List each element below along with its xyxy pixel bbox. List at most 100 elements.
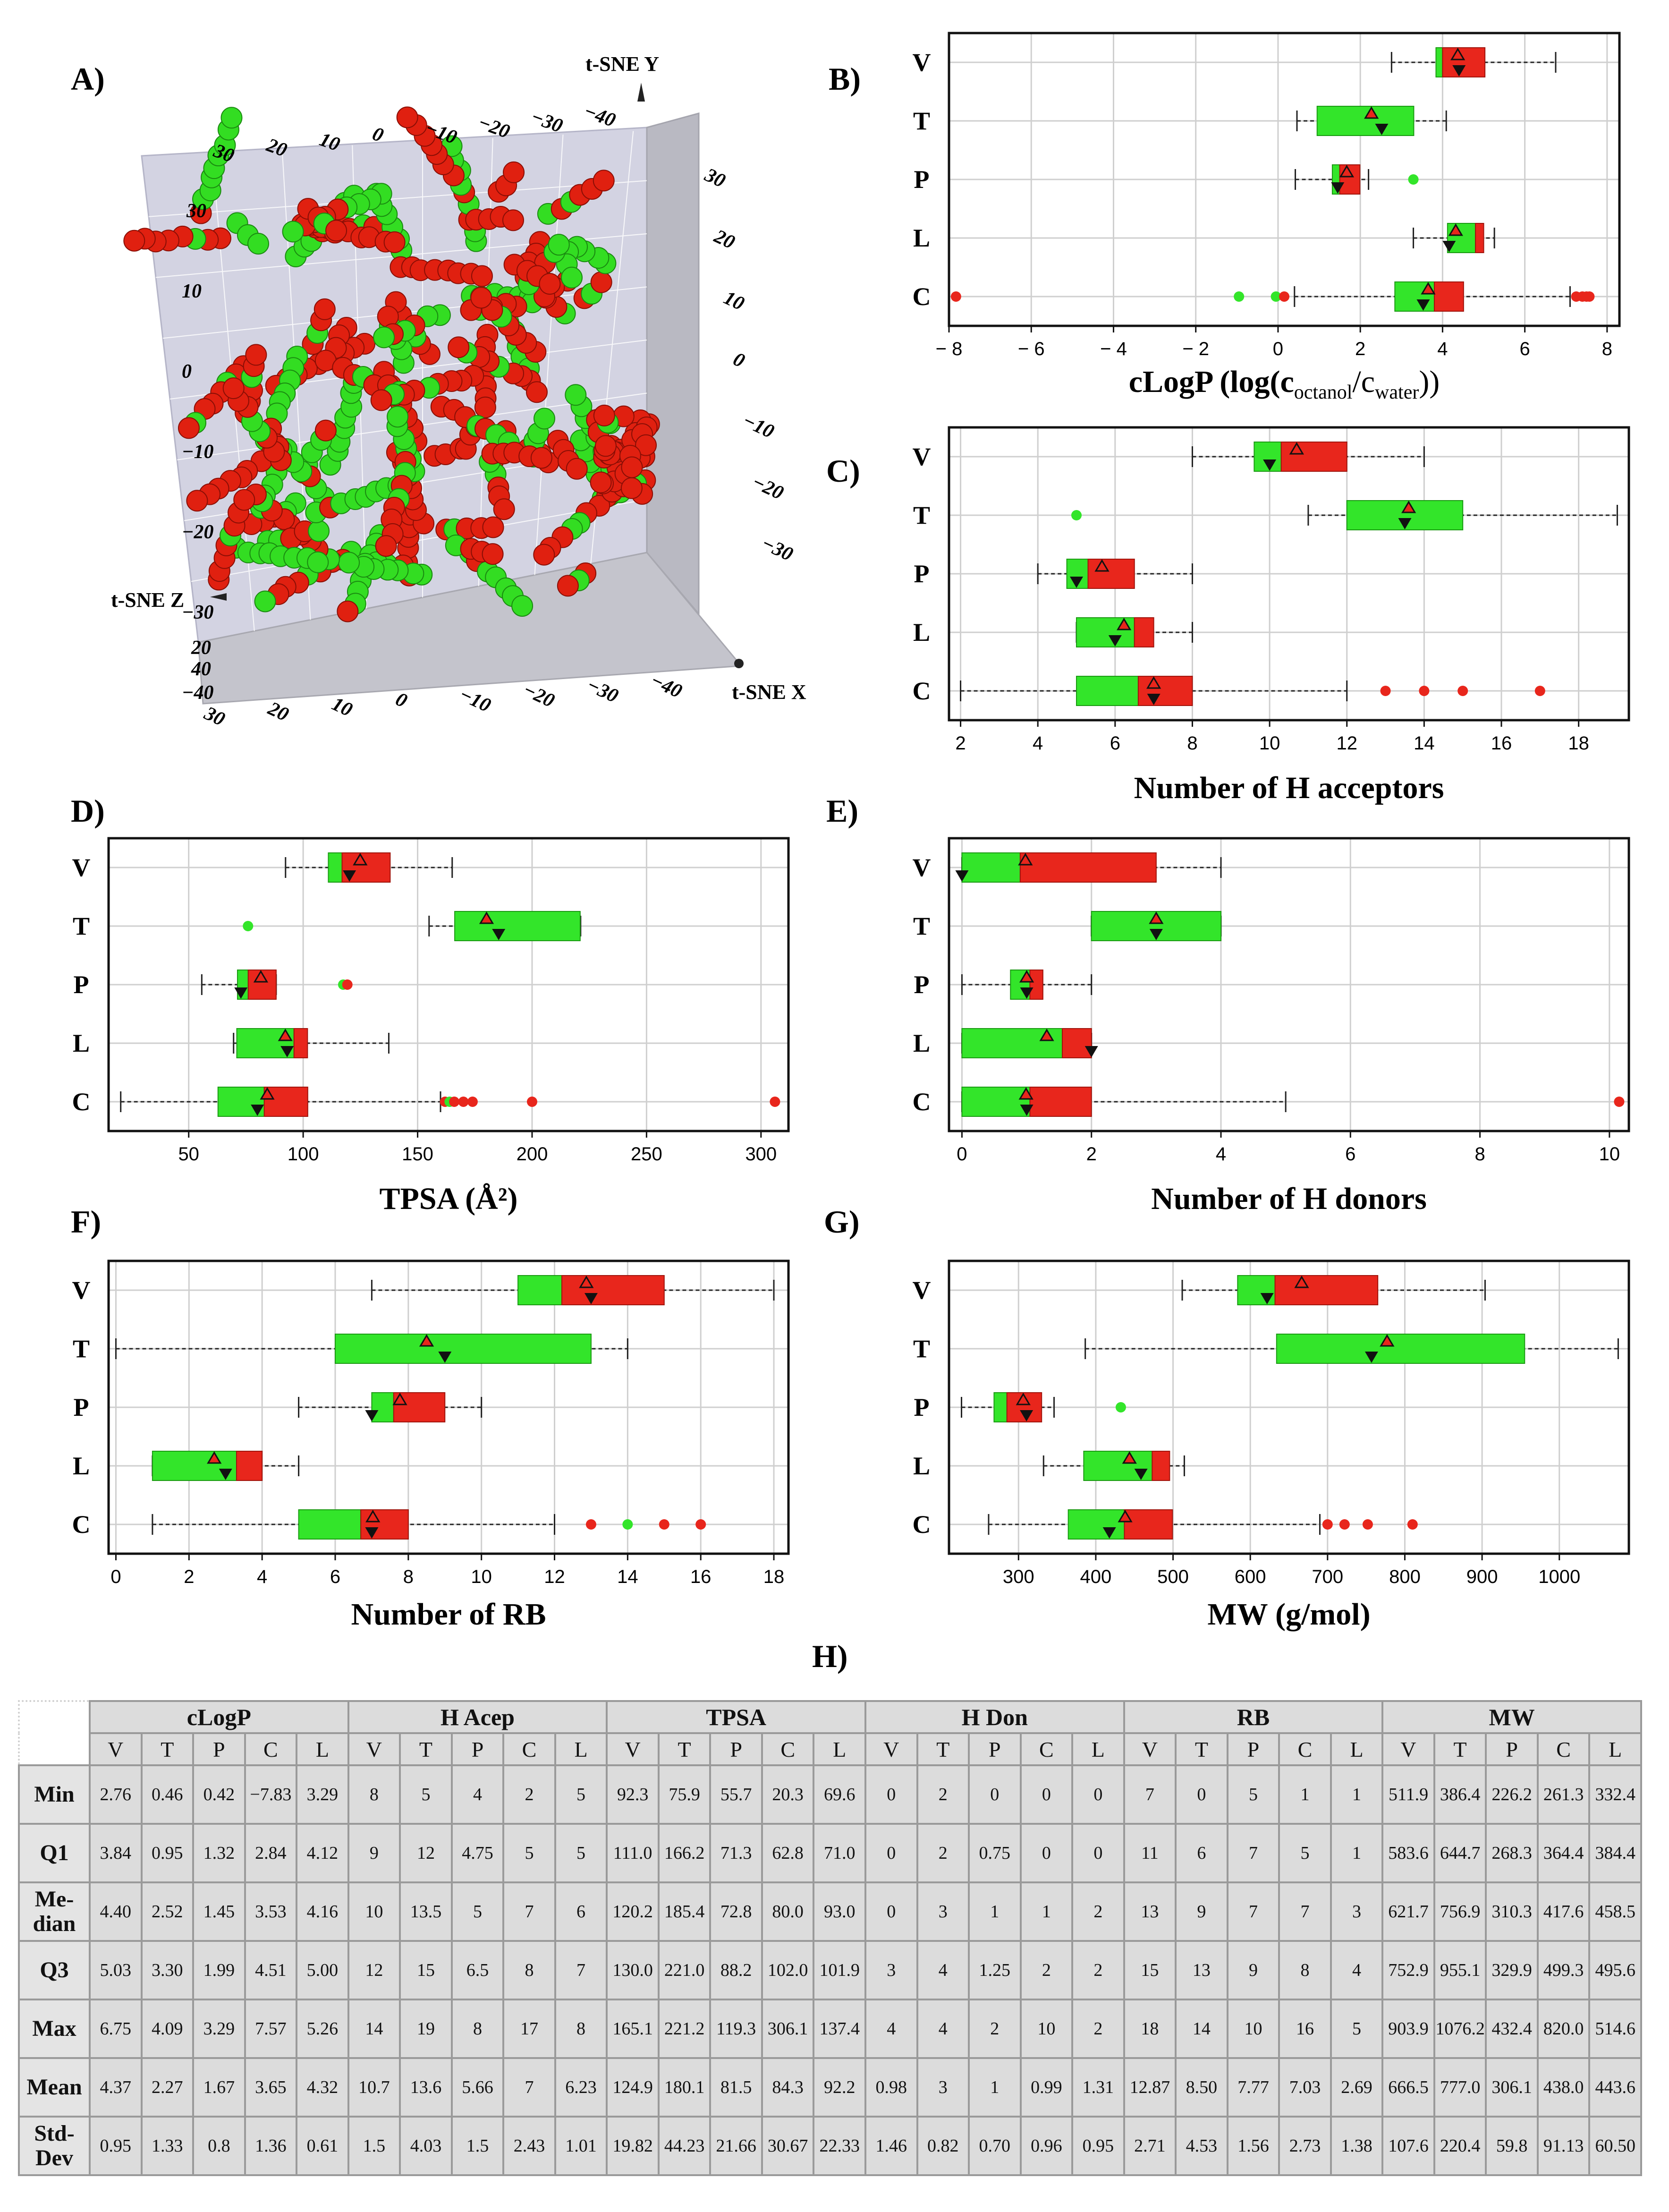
tsne-point	[245, 344, 267, 366]
x-tick-label: 14	[617, 1566, 638, 1587]
table-cell: 0	[864, 1881, 918, 1942]
tsne-point	[254, 590, 276, 613]
x-tick-label: 300	[745, 1144, 777, 1165]
tsne-y-arrow-icon	[637, 83, 645, 102]
table-cell: 514.6	[1588, 1999, 1642, 2059]
box-T	[1084, 1334, 1619, 1364]
tsne-bottom-tick: −30	[584, 674, 622, 707]
outlier-point	[1362, 1519, 1373, 1530]
category-label: V	[72, 1276, 91, 1304]
tsne-point	[220, 107, 243, 129]
box-red-segment	[561, 1275, 665, 1305]
median-marker	[584, 1293, 598, 1304]
table-row-label: Std-Dev	[18, 2116, 91, 2176]
table-cell: 4.32	[296, 2057, 349, 2118]
box-green-segment	[1316, 106, 1415, 136]
category-label: C	[913, 677, 931, 705]
table-cell: 1	[968, 2057, 1022, 2118]
table-cell: 0.96	[1019, 2116, 1074, 2176]
table-cell: 0.75	[968, 1823, 1022, 1883]
category-label: P	[914, 560, 930, 588]
category-label: C	[913, 1088, 931, 1116]
box-green-segment	[961, 852, 1021, 883]
box-green-segment	[993, 1392, 1008, 1422]
box-T	[115, 1334, 628, 1364]
box-T	[1071, 500, 1618, 530]
box-P	[1295, 164, 1419, 195]
table-cell: 0.42	[192, 1764, 246, 1825]
box-P	[961, 1392, 1126, 1422]
outlier-point	[1457, 686, 1468, 696]
mean-marker	[419, 1334, 434, 1347]
table-cell: 3.53	[244, 1881, 298, 1942]
mean-marker	[1380, 1334, 1395, 1347]
box-V	[1181, 1275, 1486, 1305]
table-cell: 92.3	[606, 1764, 660, 1825]
table-cell: 955.1	[1433, 1940, 1487, 2000]
table-sub-header: V	[347, 1732, 401, 1766]
boxplot-panel-g: V T P L C 300 400 500 600 700 800 900 1000 MW (g/mol)	[913, 1259, 1630, 1632]
table-cell: 13	[1123, 1881, 1177, 1942]
box-red-segment	[1280, 442, 1347, 472]
median-marker	[1416, 299, 1430, 311]
tsne-point	[233, 489, 255, 511]
tsne-point	[282, 221, 304, 243]
table-sub-header: P	[1226, 1732, 1280, 1766]
table-cell: 820.0	[1536, 1999, 1591, 2059]
table-cell: 666.5	[1381, 2057, 1435, 2118]
tsne-point	[337, 600, 359, 622]
table-cell: 5.66	[450, 2057, 505, 2118]
box-L	[1042, 1451, 1185, 1481]
box-P	[298, 1392, 483, 1422]
panel-label-g: G)	[824, 1204, 860, 1240]
table-cell: 2	[916, 1764, 970, 1825]
plot-frame	[948, 32, 1621, 327]
box-L	[1413, 223, 1495, 253]
table-group-header: MW	[1381, 1700, 1642, 1734]
mean-marker	[1146, 676, 1161, 689]
x-tick-label: − 6	[1018, 339, 1045, 359]
outlier-point	[467, 1097, 478, 1107]
table-cell: 0.95	[1071, 2116, 1125, 2176]
table-cell: 220.4	[1433, 2116, 1487, 2176]
table-row: Std-Dev 0.95 1.33 0.8 1.36 0.61 1.5 4.03 1.5 2.43…	[18, 2116, 1642, 2176]
category-label: C	[913, 1510, 931, 1539]
box-C	[950, 281, 1595, 312]
table-cell: 30.67	[761, 2116, 815, 2176]
mean-marker	[1018, 1087, 1034, 1100]
mean-marker	[278, 1029, 293, 1041]
x-tick-label: 6	[1345, 1144, 1356, 1165]
category-label: L	[913, 224, 930, 252]
table-cell: 4.53	[1175, 2116, 1228, 2176]
table-cell: 2	[968, 1999, 1022, 2059]
x-tick-label: 8	[1187, 733, 1197, 754]
category-label: P	[914, 1393, 930, 1421]
category-label: V	[913, 442, 931, 471]
panel-label-d: D)	[71, 793, 105, 829]
tsne-point	[482, 516, 504, 538]
tsne-point	[594, 435, 617, 457]
table-cell: 4	[916, 1940, 970, 2000]
table-cell: 0.46	[140, 1764, 195, 1825]
table-cell: 2	[1019, 1940, 1074, 2000]
category-label: V	[913, 48, 931, 77]
table-row-label: Min	[18, 1764, 91, 1825]
table-cell: 1.33	[140, 2116, 195, 2176]
mean-marker	[365, 1510, 381, 1523]
tsne-3d-plot: t-SNE Y t-SNE X t-SNE Z 30 20 10 0 −10 −20 −30…	[111, 52, 806, 731]
tsne-z-tick: 40	[191, 658, 211, 680]
tsne-point	[502, 209, 524, 231]
category-label: P	[914, 970, 930, 999]
table-cell: 2.76	[89, 1764, 143, 1825]
table-cell: 443.6	[1588, 2057, 1642, 2118]
tsne-z-arrow-icon	[210, 593, 227, 601]
table-cell: 101.9	[813, 1940, 866, 2000]
mean-marker	[579, 1276, 594, 1288]
outlier-point	[526, 1097, 537, 1107]
table-cell: 19	[399, 1999, 453, 2059]
table-cell: 752.9	[1381, 1940, 1435, 2000]
box-C	[988, 1509, 1418, 1540]
table-sub-header: L	[1588, 1732, 1642, 1766]
x-tick-label: 2	[955, 733, 966, 754]
